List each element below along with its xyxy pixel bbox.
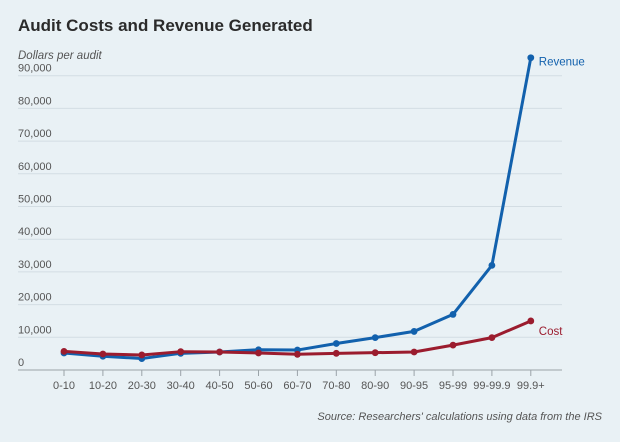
cost-label: Cost: [539, 326, 563, 338]
cost-point: [255, 349, 262, 357]
y-tick-labels: 0 10,000 20,000 30,000 40,000 50,000 60,000 70,…: [18, 63, 52, 369]
x-tick-label: 99.9+: [517, 380, 545, 392]
x-tick-label: 80-90: [361, 380, 389, 392]
chart-title: Audit Costs and Revenue Generated: [18, 16, 313, 35]
cost-point: [138, 351, 146, 359]
x-tick-label: 50-60: [244, 380, 272, 392]
x-tick-label: 70-80: [322, 380, 350, 392]
revenue-point: [527, 54, 535, 62]
revenue-line: [62, 56, 533, 361]
x-tick-label: 40-50: [206, 380, 234, 392]
y-tick-label: 10,000: [18, 324, 52, 336]
cost-point: [60, 347, 68, 355]
y-axis-label: Dollars per audit: [18, 50, 103, 62]
cost-point: [410, 348, 418, 356]
cost-point: [527, 317, 535, 325]
x-tick-label: 99-99.9: [473, 380, 510, 392]
x-tick-label: 30-40: [167, 380, 195, 392]
y-tick-label: 60,000: [18, 161, 52, 173]
source-note: Source: Researchers' calculations using …: [317, 411, 602, 423]
cost-point: [371, 349, 379, 357]
revenue-point: [332, 340, 340, 347]
x-tick-label: 95-99: [439, 380, 467, 392]
y-tick-label: 80,000: [18, 95, 52, 107]
x-tick-label: 20-30: [128, 380, 156, 392]
revenue-point: [410, 328, 418, 335]
y-tick-label: 90,000: [18, 63, 52, 75]
cost-point: [488, 334, 496, 342]
x-tick-label: 90-95: [400, 380, 428, 392]
y-tick-label: 40,000: [18, 226, 52, 238]
revenue-label: Revenue: [539, 57, 585, 69]
x-tick-label: 10-20: [89, 380, 117, 392]
revenue-point: [488, 261, 496, 269]
grid-lines: [18, 75, 562, 376]
x-tick-label: 60-70: [283, 380, 311, 392]
cost-point: [449, 341, 457, 349]
cost-point: [294, 350, 301, 358]
series-layer: Revenue Cost: [60, 54, 585, 362]
revenue-point: [449, 311, 457, 318]
y-tick-label: 30,000: [18, 259, 52, 271]
cost-point: [216, 348, 224, 356]
x-tick-label: 0-10: [53, 380, 75, 392]
y-tick-label: 70,000: [18, 128, 52, 140]
revenue-point: [371, 334, 379, 342]
x-tick-labels: 0-10 10-20 20-30 30-40 40-50 50-60 60-70 70-80 8…: [53, 380, 545, 392]
y-tick-label: 50,000: [18, 194, 52, 206]
cost-point: [177, 348, 185, 356]
y-tick-label: 20,000: [18, 292, 52, 304]
cost-point: [332, 349, 340, 357]
y-tick-label: 0: [18, 357, 24, 369]
cost-point: [99, 350, 107, 358]
